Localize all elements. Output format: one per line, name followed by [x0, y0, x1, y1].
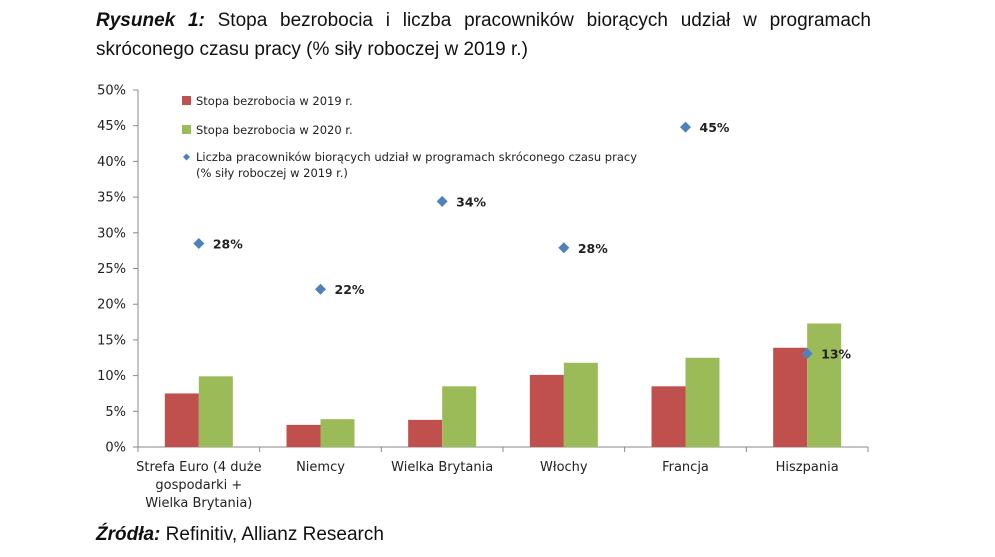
legend-swatch	[183, 153, 190, 161]
bar-2019	[651, 386, 686, 447]
source-label: Źródła:	[96, 524, 161, 545]
bar-2020	[198, 376, 233, 447]
bar-2019	[529, 374, 564, 447]
y-tick-label: 30%	[97, 226, 126, 241]
category-label: Wielka Brytania)	[145, 496, 252, 511]
scatter-point	[558, 242, 570, 254]
scatter-point	[680, 121, 691, 133]
data-label: 34%	[456, 194, 486, 209]
bar-2020	[320, 419, 355, 447]
bar-2020	[563, 362, 598, 447]
bar-2020	[685, 357, 720, 447]
data-label: 22%	[335, 282, 365, 297]
caption-text: Stopa bezrobocia i liczba pracowników bi…	[96, 10, 871, 60]
data-label: 45%	[700, 120, 730, 135]
scatter-point	[193, 238, 205, 250]
bar-2019	[164, 393, 199, 447]
scatter-point	[436, 195, 448, 207]
source-note: Źródła: Refinitiv, Allianz Research	[96, 524, 384, 546]
y-tick-label: 0%	[105, 441, 126, 456]
category-label: Włochy	[540, 460, 588, 475]
y-tick-label: 5%	[105, 405, 126, 420]
y-tick-label: 40%	[97, 155, 126, 170]
legend-label: (% siły roboczej w 2019 r.)	[196, 166, 348, 180]
category-label: Niemcy	[296, 460, 345, 475]
bar-2019	[408, 419, 443, 447]
legend-swatch	[182, 125, 191, 134]
chart: 0% 5% 10% 15% 20% 25% 30% 35% 40% 45% 50% 28% 22% 34%…	[97, 84, 869, 511]
y-tick-label: 35%	[97, 191, 126, 206]
legend-label: Stopa bezrobocia w 2019 r.	[196, 94, 353, 108]
y-tick-label: 50%	[97, 84, 126, 99]
bar-2019	[286, 424, 321, 447]
y-tick-label: 45%	[97, 119, 126, 134]
legend-label: Stopa bezrobocia w 2020 r.	[196, 123, 353, 137]
figure-caption: Rysunek 1: Stopa bezrobocia i liczba pra…	[96, 6, 871, 64]
category-label: Strefa Euro (4 duże	[136, 460, 261, 475]
legend-swatch	[182, 96, 191, 105]
scatter-point	[801, 347, 813, 359]
data-label: 28%	[578, 241, 608, 256]
legend-label: Liczba pracowników biorących udział w pr…	[196, 150, 637, 164]
bar-2020	[442, 386, 477, 447]
y-tick-label: 10%	[97, 369, 126, 384]
data-label: 28%	[213, 237, 243, 252]
scatter-point	[315, 283, 326, 295]
category-label: gospodarki +	[155, 478, 242, 493]
y-tick-label: 20%	[97, 298, 126, 313]
bar-2020	[807, 323, 842, 447]
caption-label: Rysunek 1:	[96, 10, 205, 31]
source-text: Refinitiv, Allianz Research	[165, 524, 384, 545]
y-tick-label: 25%	[97, 262, 126, 277]
category-label: Wielka Brytania	[391, 460, 493, 475]
data-label: 13%	[821, 346, 851, 361]
y-tick-label: 15%	[97, 333, 126, 348]
category-label: Francja	[662, 460, 709, 475]
bar-2019	[773, 347, 808, 447]
category-label: Hiszpania	[776, 460, 839, 475]
